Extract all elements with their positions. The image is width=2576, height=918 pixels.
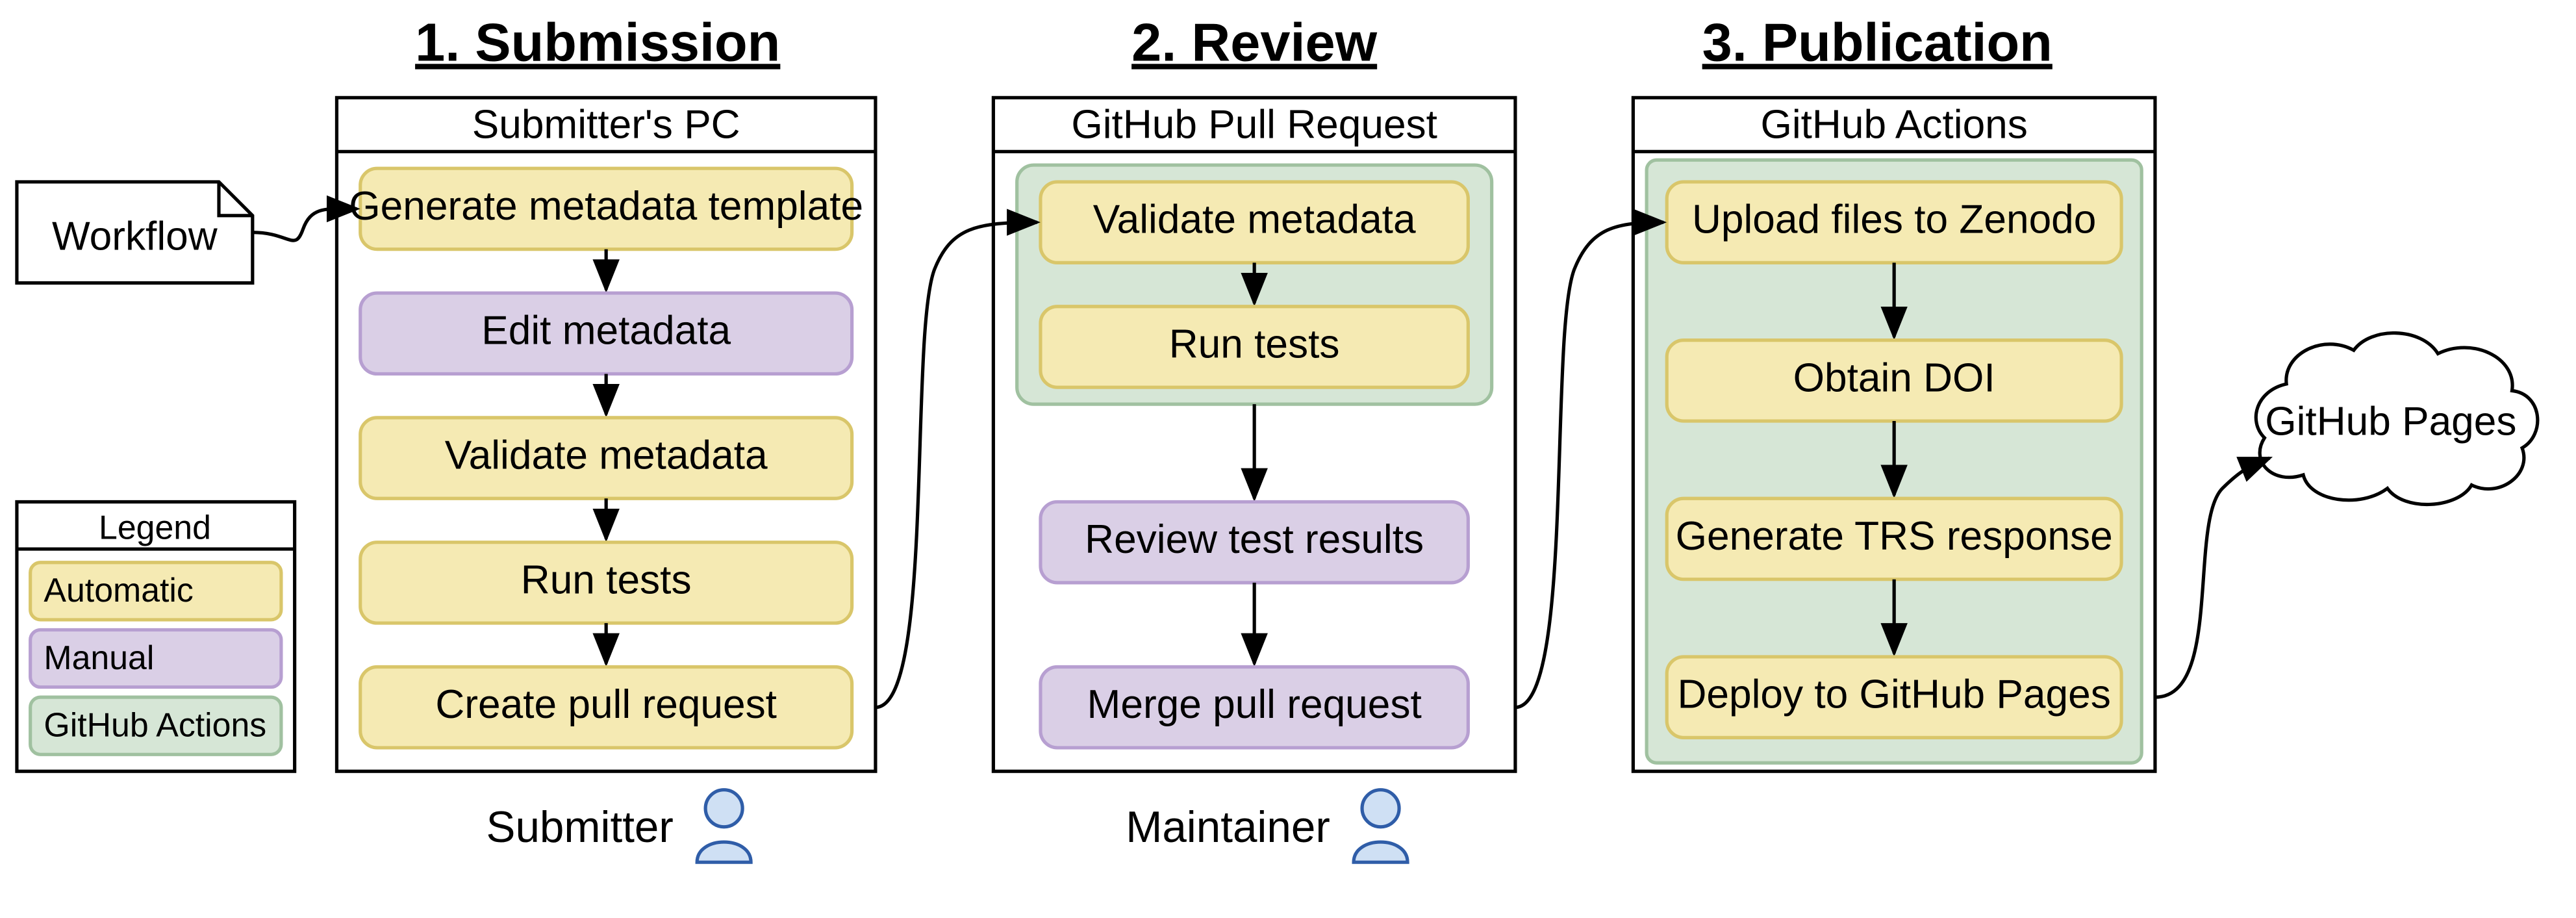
step-validate-metadata-1-label: Validate metadata bbox=[445, 433, 768, 478]
stage-title-3: 3. Publication bbox=[1702, 12, 2052, 72]
actor-maintainer-label: Maintainer bbox=[1126, 803, 1330, 852]
workflow-document-label: Workflow bbox=[52, 214, 218, 259]
stage-title-1: 1. Submission bbox=[415, 12, 780, 72]
actor-maintainer: Maintainer bbox=[1126, 790, 1408, 862]
arrow-p3-to-cloud bbox=[2155, 458, 2269, 697]
step-generate-metadata-label: Generate metadata template bbox=[349, 184, 863, 229]
panel-publication: GitHub Actions Upload files to Zenodo Ob… bbox=[1633, 97, 2155, 771]
panel-title-1: Submitter's PC bbox=[472, 103, 740, 147]
step-deploy-gh-pages-label: Deploy to GitHub Pages bbox=[1678, 672, 2111, 717]
panel-review: GitHub Pull Request Validate metadata Ru… bbox=[993, 97, 1515, 771]
workflow-document: Workflow bbox=[17, 182, 253, 283]
legend-label-automatic: Automatic bbox=[44, 571, 193, 609]
legend-label-gha: GitHub Actions bbox=[44, 706, 266, 743]
step-edit-metadata-label: Edit metadata bbox=[481, 309, 731, 353]
step-review-results-label: Review test results bbox=[1085, 517, 1424, 562]
panel-title-2: GitHub Pull Request bbox=[1071, 103, 1437, 147]
step-upload-zenodo-label: Upload files to Zenodo bbox=[1692, 198, 2096, 242]
github-pages-cloud-label: GitHub Pages bbox=[2265, 400, 2516, 444]
panel-submission: Submitter's PC Generate metadata templat… bbox=[336, 97, 875, 771]
legend: Legend Automatic Manual GitHub Actions bbox=[17, 502, 295, 771]
step-obtain-doi-label: Obtain DOI bbox=[1793, 355, 1995, 400]
github-pages-cloud: GitHub Pages bbox=[2256, 333, 2538, 505]
step-create-pr-label: Create pull request bbox=[435, 682, 777, 727]
step-generate-trs-label: Generate TRS response bbox=[1676, 514, 2113, 559]
stage-title-2: 2. Review bbox=[1131, 12, 1378, 72]
actor-submitter-label: Submitter bbox=[486, 803, 674, 852]
panel-title-3: GitHub Actions bbox=[1760, 103, 2027, 147]
step-run-tests-2-label: Run tests bbox=[1169, 322, 1340, 366]
step-validate-metadata-2-label: Validate metadata bbox=[1093, 198, 1416, 242]
legend-label-manual: Manual bbox=[44, 639, 154, 676]
step-merge-pr-label: Merge pull request bbox=[1087, 682, 1422, 727]
actor-submitter: Submitter bbox=[486, 790, 751, 862]
step-run-tests-1-label: Run tests bbox=[521, 557, 692, 602]
legend-title: Legend bbox=[99, 508, 211, 546]
